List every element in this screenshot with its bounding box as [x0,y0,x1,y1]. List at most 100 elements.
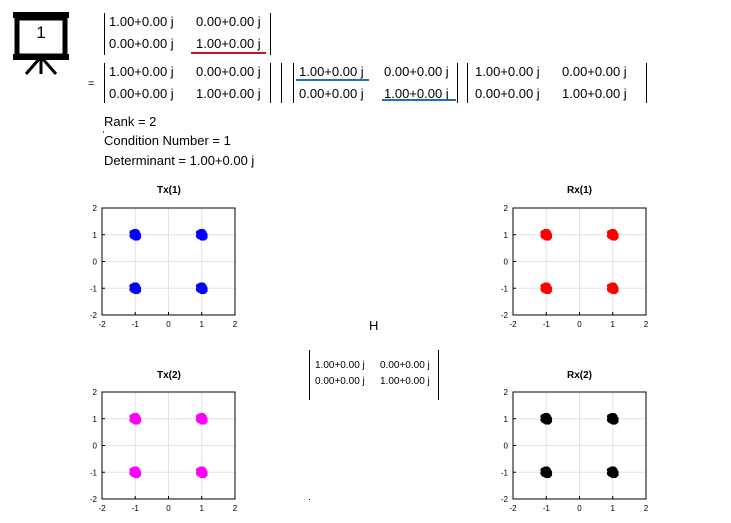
constellation-point [606,466,619,479]
y-tick-label: -1 [90,284,98,293]
matrix-bracket-left [467,63,468,103]
matrix-bracket-right [457,63,458,103]
y-tick-label: -1 [501,284,509,293]
constellation-plot-tx1: -2 -1 0 1 2 2 1 0 -1 -2 [90,204,238,328]
x-tick-label: 2 [644,504,649,513]
x-tick-label: -2 [509,320,517,328]
plot-title-rx1: Rx(1) [567,185,593,196]
y-tick-label: 2 [504,388,509,397]
x-tick-label: -2 [509,504,517,513]
y-tick-label: 2 [93,388,98,397]
constellation-point [606,282,619,295]
determinant-label: Determinant = 1.00+0.00 j [104,153,255,168]
presentation-board-svg [13,12,69,75]
matrix-cell: 0.00+0.00 j [562,64,627,79]
x-tick-label: 2 [233,504,238,513]
y-tick-label: 0 [504,442,509,451]
plot-title-tx2: Tx(2) [157,370,181,381]
text-cursor [103,131,104,133]
y-tick-label: -1 [501,468,509,477]
constellation-plot-rx2: -2 -1 0 1 2 2 1 0 -1 -2 [501,388,649,513]
x-tick-label: 1 [611,504,616,513]
matrix-cell: 1.00+0.00 j [475,64,540,79]
matrix-cell: 0.00+0.00 j [196,14,261,29]
x-tick-label: 0 [577,320,582,328]
y-tick-label: 1 [93,415,98,424]
y-tick-label: 2 [93,204,98,213]
matrix-cell: 0.00+0.00 j [475,86,540,101]
constellation-plot-tx2: -2 -1 0 1 2 2 1 0 -1 -2 [90,388,238,513]
matrix-cell: 1.00+0.00 j [196,86,261,101]
x-tick-label: -2 [98,320,106,328]
matrix-cell: 0.00+0.00 j [109,86,174,101]
y-tick-label: 1 [93,231,98,240]
constellation-point [129,228,142,241]
constellation-point [540,466,553,479]
rank-label: Rank = 2 [104,114,157,129]
slide-number: 1 [36,23,46,42]
channel-label: H [369,318,379,333]
condition-number-label: Condition Number = 1 [104,133,231,148]
matrix-cell: 1.00+0.00 j [384,86,449,101]
constellation-point [129,282,142,295]
matrix-cell: 0.00+0.00 j [315,376,365,387]
matrix-bracket-left [309,350,310,400]
equals-sign: = [88,78,95,90]
y-tick-label: -1 [90,468,98,477]
presentation-board-icon[interactable]: 1 [12,10,70,76]
matrix-cell: 0.00+0.00 j [299,86,364,101]
constellation-point [195,466,208,479]
matrix-cell: 0.00+0.00 j [109,36,174,51]
constellation-point [540,282,553,295]
constellation-point [540,412,553,425]
x-tick-label: -2 [98,504,106,513]
matrix-cell: 0.00+0.00 j [380,360,430,371]
x-tick-label: 0 [166,504,171,513]
y-tick-label: -2 [90,311,98,320]
matrix-cell: 0.00+0.00 j [384,64,449,79]
x-tick-label: 1 [200,320,205,328]
y-tick-label: -2 [501,311,509,320]
y-tick-label: 0 [93,258,98,267]
constellation-point [540,228,553,241]
x-tick-label: 2 [233,320,238,328]
singular-value-underline-red [191,52,266,54]
y-tick-label: 1 [504,231,509,240]
constellation-point [129,466,142,479]
matrix-cell: 1.00+0.00 j [380,376,430,387]
matrix-bracket-left [104,13,105,55]
matrix-bracket-right [646,63,647,103]
constellation-point [195,412,208,425]
constellation-point [606,412,619,425]
constellation-point [195,228,208,241]
y-tick-label: -2 [90,495,98,504]
matrix-cell: 1.00+0.00 j [315,360,365,371]
matrix-cell: 1.00+0.00 j [196,36,261,51]
matrix-cell: 1.00+0.00 j [109,14,174,29]
y-tick-label: 2 [504,204,509,213]
matrix-bracket-right [270,63,271,103]
y-tick-label: 0 [93,442,98,451]
y-tick-label: -2 [501,495,509,504]
y-tick-label: 0 [504,258,509,267]
matrix-cell: 1.00+0.00 j [109,64,174,79]
matrix-bracket-left [104,63,105,103]
x-tick-label: 1 [200,504,205,513]
constellation-point [195,282,208,295]
matrix-bracket-right [270,13,271,55]
constellation-point [606,228,619,241]
matrix-cell: 1.00+0.00 j [299,64,364,79]
matrix-bracket-right [438,350,439,400]
plot-title-rx2: Rx(2) [567,370,593,381]
x-tick-label: 0 [166,320,171,328]
x-tick-label: -1 [543,320,551,328]
matrix-cell: 0.00+0.00 j [196,64,261,79]
x-tick-label: 1 [611,320,616,328]
matrix-bracket-left-inner [293,63,294,103]
dot-mark [309,499,310,500]
x-tick-label: -1 [132,320,140,328]
singular-value-underline-blue [296,79,369,81]
x-tick-label: -1 [543,504,551,513]
constellation-point [129,412,142,425]
x-tick-label: 2 [644,320,649,328]
